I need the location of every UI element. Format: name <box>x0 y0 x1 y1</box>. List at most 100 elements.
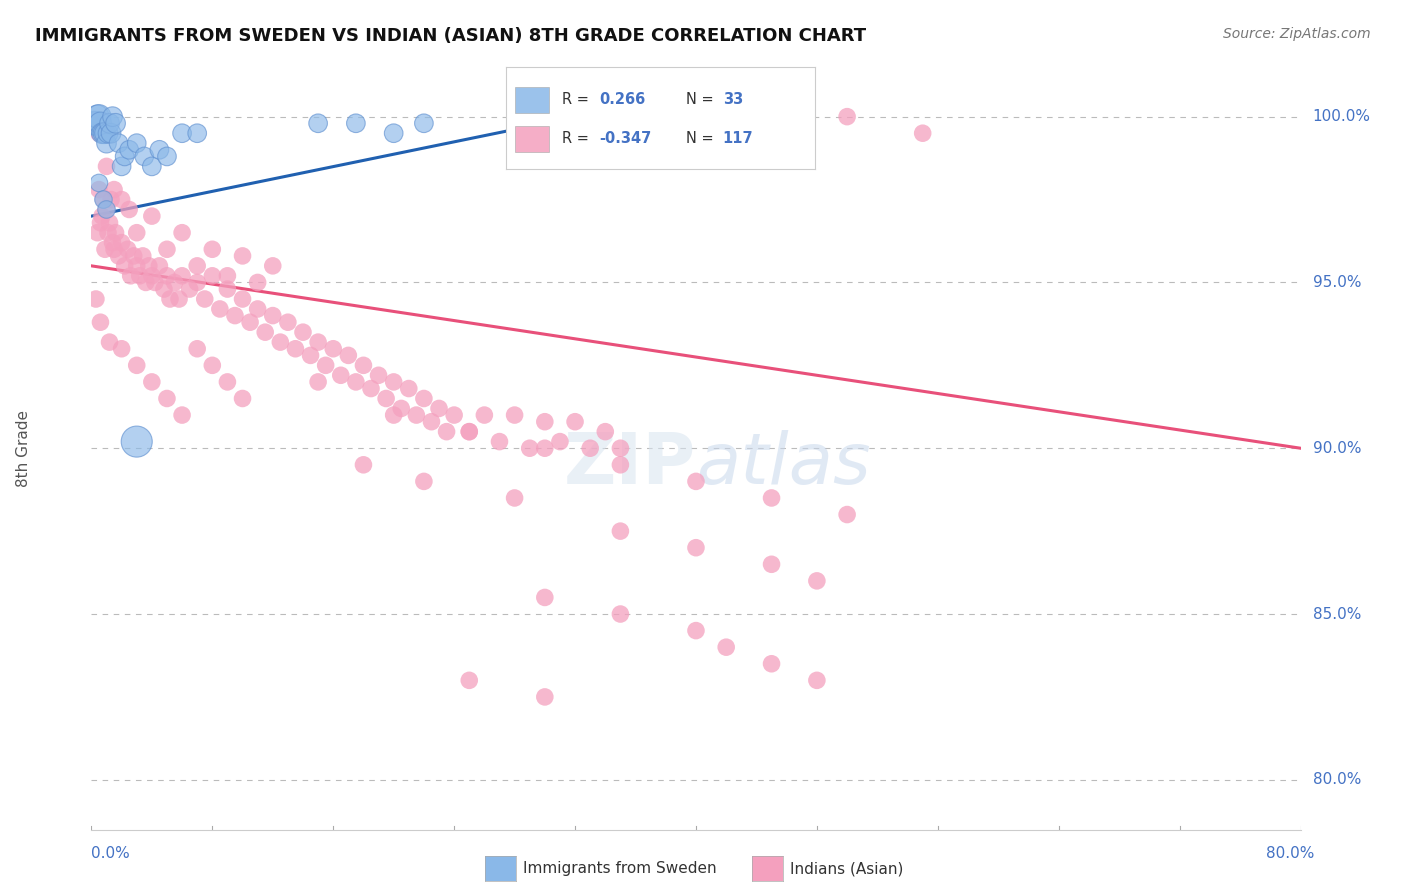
Point <box>443 408 465 422</box>
Point <box>114 149 136 163</box>
Point <box>111 235 132 250</box>
Point <box>367 368 389 383</box>
Point <box>98 116 121 130</box>
Point <box>97 226 120 240</box>
Point <box>159 292 181 306</box>
Point <box>100 126 122 140</box>
Point <box>167 292 190 306</box>
Point <box>93 193 115 207</box>
Point <box>122 249 145 263</box>
Point <box>534 591 557 605</box>
Point <box>231 292 253 306</box>
Point <box>141 160 163 174</box>
Point <box>761 657 783 671</box>
Point <box>217 282 239 296</box>
Point <box>86 226 108 240</box>
Point <box>172 126 194 140</box>
Point <box>398 382 420 396</box>
Point <box>269 335 291 350</box>
Point <box>100 193 122 207</box>
Point <box>284 342 307 356</box>
Text: N =: N = <box>686 131 713 145</box>
Point <box>87 126 110 140</box>
Point <box>87 176 110 190</box>
Point <box>761 558 783 572</box>
Point <box>685 624 707 638</box>
Point <box>595 425 617 439</box>
Point <box>104 226 127 240</box>
Point <box>87 110 110 124</box>
Point <box>86 110 108 124</box>
Point <box>128 268 150 283</box>
Point <box>714 640 737 655</box>
Text: Immigrants from Sweden: Immigrants from Sweden <box>523 862 717 876</box>
Point <box>135 276 157 290</box>
Point <box>84 292 107 306</box>
Point <box>107 249 129 263</box>
Point <box>519 442 541 456</box>
Point <box>344 375 367 389</box>
Point <box>685 541 707 555</box>
Point <box>84 116 107 130</box>
Point <box>93 193 115 207</box>
Point <box>172 268 194 283</box>
Point <box>389 401 412 416</box>
Point <box>458 425 481 439</box>
Point <box>148 143 170 157</box>
Point <box>352 458 374 472</box>
Point <box>217 375 239 389</box>
Point <box>382 408 405 422</box>
Point <box>96 202 118 217</box>
Point <box>156 242 179 256</box>
Point <box>806 574 828 588</box>
Point <box>685 475 707 489</box>
Point <box>503 491 526 505</box>
Text: 85.0%: 85.0% <box>1313 607 1361 622</box>
Point <box>262 309 284 323</box>
Point <box>458 425 481 439</box>
Point <box>141 209 163 223</box>
Point <box>96 202 118 217</box>
Point <box>322 342 344 356</box>
Point <box>835 110 858 124</box>
Point <box>114 259 136 273</box>
Point <box>83 116 105 130</box>
Point <box>87 183 110 197</box>
Point <box>307 335 329 350</box>
Text: 33: 33 <box>723 92 742 107</box>
Text: Source: ZipAtlas.com: Source: ZipAtlas.com <box>1223 27 1371 41</box>
Point <box>194 292 217 306</box>
Point <box>172 226 194 240</box>
Point <box>201 268 224 283</box>
Point <box>153 282 176 296</box>
Text: 95.0%: 95.0% <box>1313 275 1361 290</box>
Point <box>111 160 132 174</box>
Point <box>337 348 360 362</box>
Point <box>806 673 828 688</box>
Text: 0.0%: 0.0% <box>91 846 131 861</box>
Point <box>231 392 253 406</box>
Point <box>201 242 224 256</box>
Point <box>246 301 269 316</box>
Point <box>89 315 111 329</box>
Point <box>420 415 443 429</box>
Point <box>98 335 121 350</box>
Point <box>125 434 148 449</box>
Point <box>503 408 526 422</box>
Text: 80.0%: 80.0% <box>1313 772 1361 788</box>
Point <box>94 242 117 256</box>
Point <box>436 425 458 439</box>
Point <box>548 434 571 449</box>
Point <box>89 116 111 130</box>
Point <box>761 491 783 505</box>
Text: 90.0%: 90.0% <box>1313 441 1361 456</box>
Point <box>91 126 114 140</box>
Point <box>186 259 208 273</box>
Point <box>125 226 148 240</box>
Text: -0.347: -0.347 <box>599 131 651 145</box>
Point <box>172 408 194 422</box>
Point <box>835 508 858 522</box>
Point <box>141 268 163 283</box>
Point <box>118 202 141 217</box>
Point <box>132 249 155 263</box>
